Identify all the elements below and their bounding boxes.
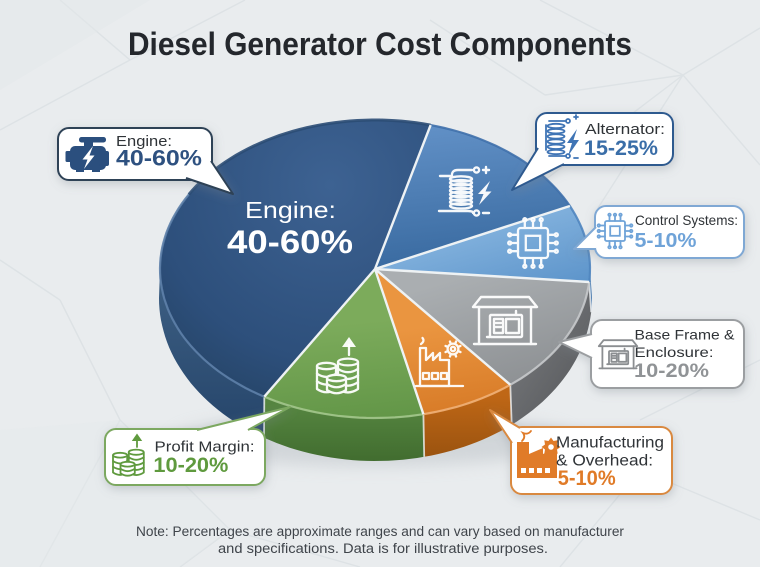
svg-text:Profit Margin:: Profit Margin: <box>155 439 255 456</box>
svg-text:Enclosure:: Enclosure: <box>635 344 714 360</box>
svg-text:40-60%: 40-60% <box>116 146 202 171</box>
svg-text:Engine:: Engine: <box>245 197 336 223</box>
svg-text:Base Frame &: Base Frame & <box>635 327 736 343</box>
svg-text:Control Systems:: Control Systems: <box>635 212 738 228</box>
svg-text:15-25%: 15-25% <box>584 137 658 160</box>
svg-text:Manufacturing: Manufacturing <box>556 435 664 452</box>
svg-text:10-20%: 10-20% <box>634 360 709 382</box>
svg-text:Diesel Generator Cost Componen: Diesel Generator Cost Components <box>128 26 632 62</box>
svg-text:Alternator:: Alternator: <box>585 121 665 138</box>
svg-text:Note: Percentages are approxim: Note: Percentages are approximate ranges… <box>136 524 625 539</box>
svg-text:5-10%: 5-10% <box>558 466 616 490</box>
svg-text:10-20%: 10-20% <box>153 454 228 477</box>
svg-text:and specifications. Data is fo: and specifications. Data is for illustra… <box>218 541 548 556</box>
svg-text:40-60%: 40-60% <box>227 224 353 260</box>
svg-text:5-10%: 5-10% <box>635 230 697 252</box>
